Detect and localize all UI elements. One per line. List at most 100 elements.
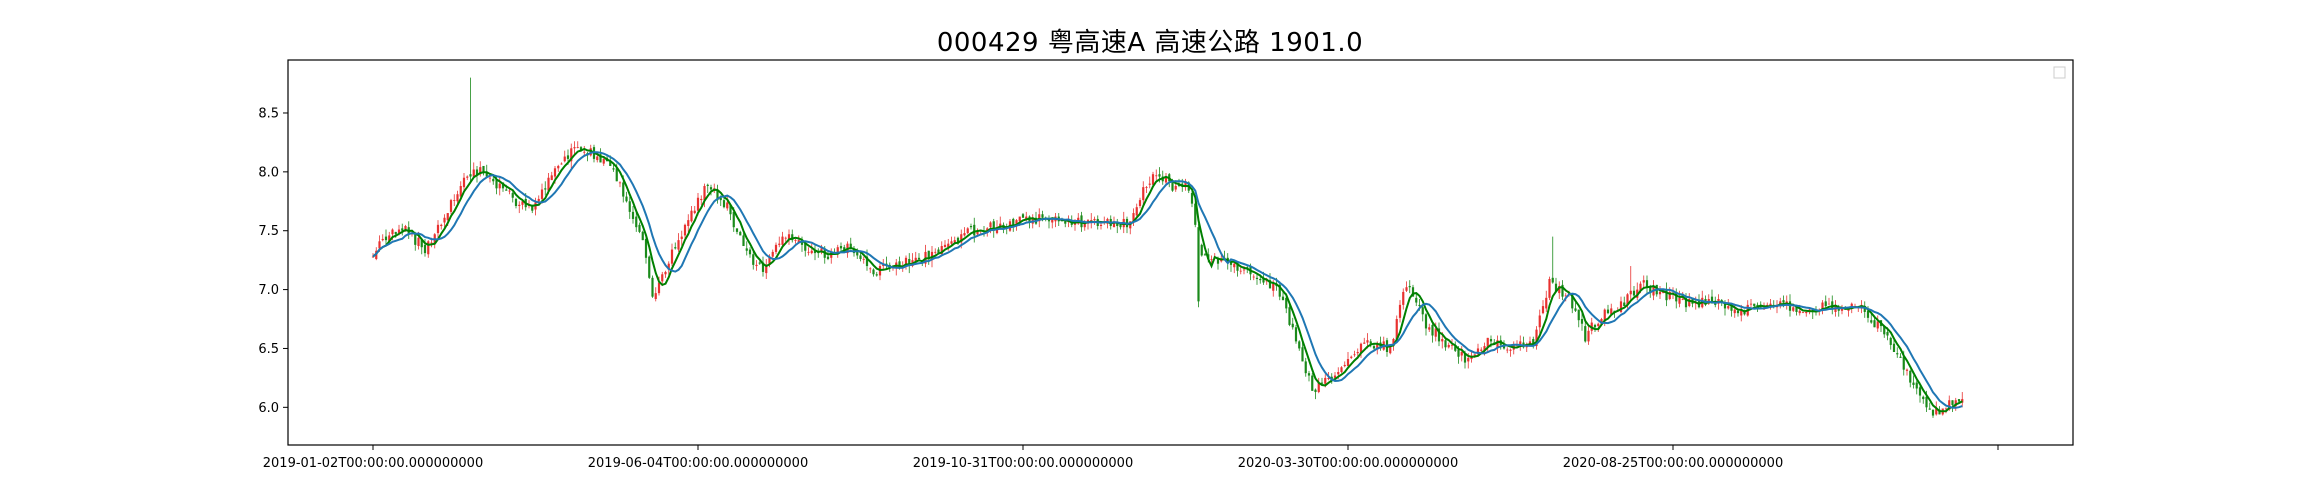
candle-body bbox=[1668, 291, 1671, 300]
candle-body bbox=[781, 236, 784, 245]
candle-body bbox=[423, 244, 427, 254]
candle-body bbox=[1164, 176, 1168, 183]
candle-body bbox=[1610, 308, 1613, 315]
candle-body bbox=[1174, 185, 1177, 190]
moving-average-long-line bbox=[372, 151, 1963, 409]
candle-body bbox=[501, 182, 505, 189]
candle-body bbox=[462, 177, 466, 188]
candle-body bbox=[381, 238, 384, 241]
candle-body bbox=[641, 231, 644, 241]
candle-body bbox=[1197, 227, 1200, 302]
candle-body bbox=[1489, 339, 1493, 342]
candle-body bbox=[602, 158, 605, 164]
candle-body bbox=[1551, 277, 1554, 283]
candle-body bbox=[1931, 409, 1935, 416]
candle-body bbox=[1268, 280, 1272, 289]
candle-body bbox=[1317, 382, 1320, 393]
candle-body bbox=[1142, 187, 1145, 201]
candle-body bbox=[638, 224, 641, 232]
candle-body bbox=[1954, 400, 1957, 407]
x-tick-label: 2019-01-02T00:00:00.000000000 bbox=[263, 456, 483, 471]
candle-body bbox=[1876, 321, 1879, 329]
candle-body bbox=[1730, 306, 1733, 311]
candle-body bbox=[1340, 367, 1343, 373]
candle-body bbox=[459, 185, 462, 197]
candle-body bbox=[1460, 351, 1463, 356]
candle-body bbox=[966, 228, 969, 234]
candle-body bbox=[1801, 311, 1805, 313]
candle-body bbox=[664, 271, 667, 275]
candle-body bbox=[696, 197, 700, 211]
candle-body bbox=[950, 241, 953, 244]
moving-average-short-line bbox=[372, 147, 1963, 413]
candle-body bbox=[378, 241, 381, 249]
candle-body bbox=[940, 246, 943, 255]
candle-body bbox=[1444, 340, 1447, 348]
candle-body bbox=[703, 185, 706, 201]
candle-body bbox=[1366, 340, 1369, 343]
candle-body bbox=[1093, 218, 1096, 221]
candle-body bbox=[560, 163, 563, 165]
candle-body bbox=[1902, 356, 1905, 370]
candle-body bbox=[739, 231, 742, 236]
candle-body bbox=[1502, 346, 1506, 349]
candle-body bbox=[1324, 377, 1327, 384]
candle-body bbox=[1463, 353, 1467, 363]
candle-body bbox=[719, 197, 722, 201]
x-axis: 2019-01-02T00:00:00.000000000 2019-06-04T… bbox=[263, 445, 1999, 471]
candle-body bbox=[1483, 346, 1486, 351]
candle-body bbox=[1821, 302, 1824, 311]
candle-body bbox=[1658, 291, 1662, 295]
candle-body bbox=[644, 238, 648, 258]
candle-body bbox=[1574, 308, 1577, 311]
candle-body bbox=[453, 200, 456, 201]
candle-body bbox=[1837, 308, 1840, 311]
candle-body bbox=[1431, 324, 1434, 336]
candle-body bbox=[482, 165, 485, 174]
candle-body bbox=[404, 226, 407, 231]
candle-body bbox=[1181, 183, 1184, 186]
candle-body bbox=[498, 183, 501, 189]
candle-body bbox=[1372, 346, 1376, 349]
candle-body bbox=[745, 248, 748, 251]
candle-body bbox=[1064, 221, 1067, 224]
candle-body bbox=[1233, 263, 1236, 268]
candle-body bbox=[1155, 175, 1158, 177]
candle-body bbox=[1632, 290, 1636, 296]
candle-body bbox=[492, 178, 495, 182]
candle-body bbox=[1639, 283, 1642, 291]
candle-body bbox=[1447, 344, 1450, 348]
candle-body bbox=[1496, 340, 1499, 348]
candle-body bbox=[1675, 291, 1678, 302]
y-tick-label: 8.5 bbox=[258, 106, 279, 121]
candle-body bbox=[1642, 280, 1645, 283]
candle-body bbox=[1454, 346, 1457, 351]
candle-body bbox=[612, 168, 615, 170]
candle-body bbox=[1889, 337, 1892, 345]
candle-body bbox=[1545, 297, 1548, 309]
candle-body bbox=[908, 258, 911, 267]
candle-body bbox=[1688, 299, 1691, 307]
candle-body bbox=[755, 264, 758, 267]
candle-body bbox=[690, 210, 693, 222]
candle-body bbox=[1112, 221, 1116, 228]
candle-body bbox=[687, 220, 690, 227]
candle-body bbox=[1681, 299, 1684, 300]
y-tick-label: 8.0 bbox=[258, 165, 279, 180]
candle-body bbox=[729, 204, 732, 215]
candle-body bbox=[475, 169, 479, 176]
candle-body bbox=[1548, 278, 1551, 298]
candle-body bbox=[1678, 297, 1681, 304]
candle-body bbox=[927, 250, 930, 259]
candle-body bbox=[635, 216, 638, 228]
candle-body bbox=[449, 200, 453, 212]
candle-body bbox=[1909, 370, 1912, 383]
candle-body bbox=[969, 226, 973, 228]
candle-body bbox=[1259, 278, 1262, 281]
candle-body bbox=[1733, 309, 1736, 314]
candle-body bbox=[469, 174, 472, 177]
candle-body bbox=[765, 264, 768, 274]
candle-body bbox=[1535, 329, 1538, 347]
candle-body bbox=[1343, 364, 1346, 367]
